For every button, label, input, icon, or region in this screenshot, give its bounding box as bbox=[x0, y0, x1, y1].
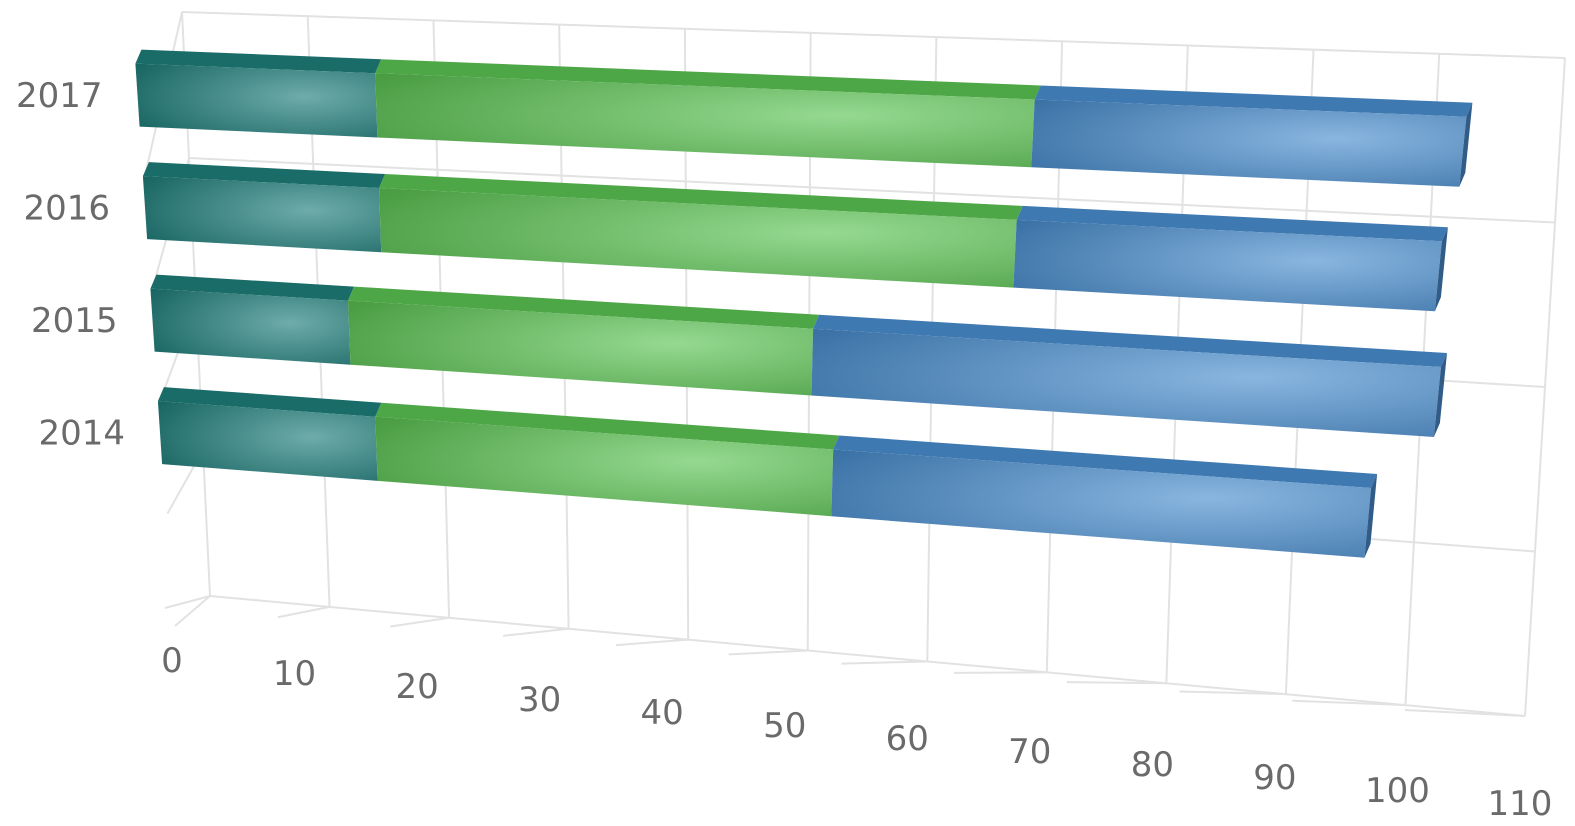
bar-segment bbox=[375, 73, 1035, 168]
bar-group-2016 bbox=[142, 162, 1448, 312]
bar-segment-top bbox=[1016, 205, 1448, 242]
bar-segment bbox=[1013, 219, 1442, 312]
bar-segment-end bbox=[1434, 227, 1448, 312]
bar-segment bbox=[348, 300, 814, 396]
x-tick-label: 30 bbox=[518, 680, 561, 720]
bar-segment-top bbox=[375, 59, 1041, 100]
x-tick-label: 20 bbox=[395, 667, 438, 707]
gridline-floor bbox=[1066, 681, 1167, 685]
bar-segment bbox=[142, 176, 382, 253]
bars bbox=[135, 49, 1473, 558]
x-tick-label: 10 bbox=[273, 654, 316, 694]
bar-group-2015 bbox=[150, 274, 1447, 437]
gridline-side bbox=[174, 595, 211, 627]
gridline-floor bbox=[615, 638, 689, 647]
gridline-floor bbox=[390, 616, 450, 628]
category-label: 2017 bbox=[16, 76, 103, 116]
gridline-floor bbox=[954, 671, 1047, 674]
bar-segment-top bbox=[348, 286, 820, 329]
bar-segment bbox=[1031, 99, 1467, 187]
bar-segment-top bbox=[157, 387, 382, 417]
bar-segment bbox=[831, 449, 1372, 558]
x-tick-label: 70 bbox=[1008, 732, 1051, 772]
x-tick-label: 80 bbox=[1131, 745, 1174, 785]
x-tick-label: 110 bbox=[1488, 784, 1553, 824]
x-tick-label: 40 bbox=[641, 693, 684, 733]
bar-segment-top bbox=[833, 435, 1378, 488]
category-label: 2014 bbox=[38, 414, 125, 454]
bar-segment bbox=[157, 401, 378, 481]
bar-segment bbox=[135, 63, 378, 138]
gridline-horizontal bbox=[181, 11, 1566, 59]
bar-segment-top bbox=[813, 314, 1447, 367]
x-tick-label: 100 bbox=[1365, 771, 1430, 811]
bar-segment bbox=[811, 328, 1441, 437]
gridline-horizontal bbox=[188, 157, 1556, 224]
bar-segment-end bbox=[1364, 474, 1378, 558]
bar-segment-end bbox=[1433, 353, 1447, 437]
category-label: 2015 bbox=[31, 301, 118, 341]
y-axis-categories: 2017 2016 2015 2014 bbox=[16, 76, 125, 454]
bar-segment-top bbox=[142, 162, 386, 188]
bar-group-2017 bbox=[135, 49, 1473, 187]
gridline-horizontal bbox=[209, 595, 1526, 717]
gridline-floor bbox=[277, 605, 330, 619]
category-label: 2016 bbox=[23, 189, 110, 229]
bar-segment-top bbox=[135, 49, 382, 74]
bar-segment bbox=[379, 188, 1017, 288]
x-tick-label: 60 bbox=[886, 719, 929, 759]
bar-segment-end bbox=[1459, 102, 1473, 187]
gridline-floor bbox=[1179, 690, 1286, 696]
gridline-floor bbox=[728, 649, 808, 656]
bar-segment-top bbox=[379, 174, 1023, 220]
bar-segment bbox=[150, 288, 351, 365]
bar-segment bbox=[375, 416, 834, 517]
bar-group-2014 bbox=[157, 387, 1378, 558]
bar-segment-top bbox=[150, 274, 354, 301]
x-tick-label: 50 bbox=[763, 706, 806, 746]
gridline-floor bbox=[164, 595, 211, 609]
x-tick-label: 90 bbox=[1253, 758, 1296, 798]
gridline-floor bbox=[841, 660, 928, 665]
x-tick-label: 0 bbox=[161, 641, 183, 681]
x-axis-ticks: 0 10 20 30 40 50 60 70 80 90 100 110 bbox=[161, 641, 1552, 824]
bar-segment-top bbox=[1034, 85, 1473, 117]
bar-segment-top bbox=[375, 402, 840, 450]
gridline-floor bbox=[503, 627, 569, 637]
